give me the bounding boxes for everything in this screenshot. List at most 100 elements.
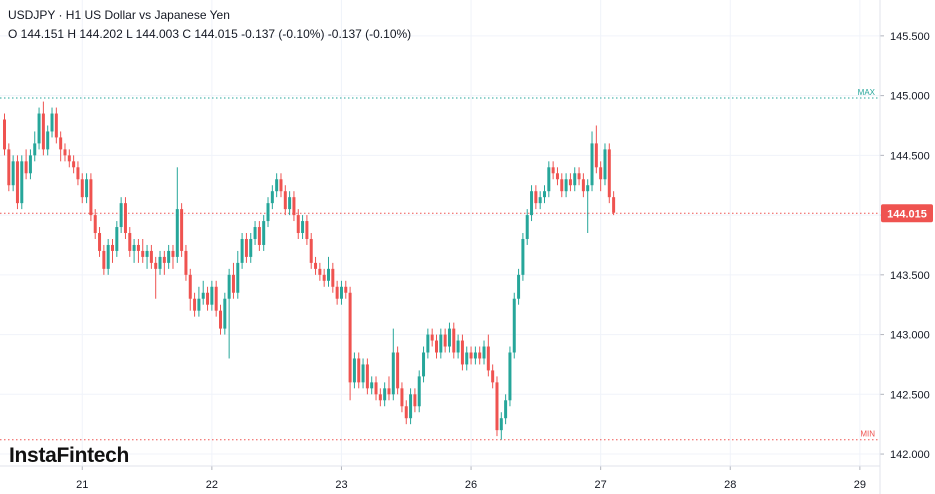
candle-body <box>331 268 335 287</box>
candle-up <box>249 233 253 263</box>
candle-down <box>305 215 309 245</box>
candle-down <box>123 197 127 239</box>
candle-down <box>318 262 322 281</box>
candle-body <box>422 352 426 377</box>
candle-down <box>162 250 166 275</box>
x-tick-label: 28 <box>724 479 736 491</box>
candle-down <box>331 262 335 293</box>
candle-down <box>257 221 261 251</box>
candle-body <box>396 352 400 389</box>
candle-down <box>188 268 192 311</box>
candle-body <box>365 364 369 389</box>
candle-body <box>197 298 201 311</box>
candle-body <box>80 179 84 198</box>
time-axis[interactable]: 21 22 23 26 27 28 29 <box>0 465 880 491</box>
price-axis[interactable]: 142.000142.500143.000143.500144.000144.5… <box>879 0 933 494</box>
candle-body <box>491 370 495 383</box>
candle-body <box>612 197 616 213</box>
candle-body <box>543 191 546 198</box>
candle-up <box>197 286 201 317</box>
candle-body <box>594 143 598 168</box>
candle-up <box>106 238 110 275</box>
candle-down <box>193 292 197 317</box>
candle-body <box>499 418 503 431</box>
candle-body <box>525 215 529 239</box>
candle-up <box>240 233 244 269</box>
candle-body <box>227 274 231 299</box>
candle-body <box>11 161 15 186</box>
candle-body <box>400 388 404 407</box>
candle-body <box>581 179 585 192</box>
candle-body <box>136 244 140 251</box>
y-tick-label: 142.500 <box>890 389 930 401</box>
candle-up <box>530 185 534 222</box>
candle-down <box>206 286 210 311</box>
candle-body <box>404 406 408 419</box>
candle-body <box>370 382 374 389</box>
x-tick-label: 26 <box>465 479 477 491</box>
candle-down <box>41 101 45 156</box>
x-tick-label: 21 <box>76 479 88 491</box>
candle-up <box>439 328 443 359</box>
candle-up <box>370 376 374 395</box>
candle-up <box>383 382 387 407</box>
candle-body <box>102 250 106 269</box>
candle-body <box>417 376 421 407</box>
candle-body <box>115 227 119 251</box>
candle-body <box>607 149 611 198</box>
y-tick-label: 142.000 <box>890 449 930 461</box>
candle-up <box>512 292 516 359</box>
candle-up <box>253 221 257 245</box>
candle-down <box>292 191 296 222</box>
candle-body <box>292 197 296 216</box>
candle-down <box>435 334 438 359</box>
candle-down <box>7 143 11 192</box>
candle-body <box>89 179 93 216</box>
candle-body <box>413 394 417 407</box>
candle-down <box>231 262 235 299</box>
candle-up <box>352 352 356 389</box>
candle-body <box>262 221 266 245</box>
candle-up <box>167 244 171 269</box>
candle-body <box>3 119 6 150</box>
candle-body <box>577 173 581 180</box>
candle-body <box>603 149 607 180</box>
candle-body <box>409 394 413 419</box>
candle-body <box>473 352 477 359</box>
candle-down <box>283 185 287 216</box>
candle-down <box>279 173 283 198</box>
candle-body <box>560 179 564 192</box>
candle-up <box>417 370 421 413</box>
candle-body <box>430 334 434 341</box>
y-tick-label: 143.500 <box>890 270 930 282</box>
candle-body <box>486 346 490 371</box>
candle-body <box>266 203 270 222</box>
candle-down <box>335 280 339 305</box>
candle-down <box>154 256 158 299</box>
candle-down <box>400 382 404 413</box>
candle-down <box>149 244 153 269</box>
candle-body <box>275 179 279 192</box>
candle-body <box>59 137 63 150</box>
candle-body <box>41 113 45 150</box>
candle-body <box>301 221 305 234</box>
candle-body <box>309 238 313 263</box>
candle-body <box>28 155 32 174</box>
candle-body <box>361 364 365 383</box>
candle-body <box>167 250 171 263</box>
candle-down <box>607 143 611 204</box>
candle-up <box>508 346 512 407</box>
candle-up <box>201 280 205 305</box>
candle-body <box>106 244 110 269</box>
candle-body <box>244 238 248 257</box>
candle-up <box>301 215 305 239</box>
candle-down <box>365 358 369 395</box>
candle-body <box>175 209 179 257</box>
candle-down <box>15 155 19 210</box>
candle-body <box>460 340 464 365</box>
candle-body <box>219 310 222 329</box>
candle-up <box>145 244 149 269</box>
candle-down <box>396 346 400 395</box>
candle-body <box>534 191 538 204</box>
